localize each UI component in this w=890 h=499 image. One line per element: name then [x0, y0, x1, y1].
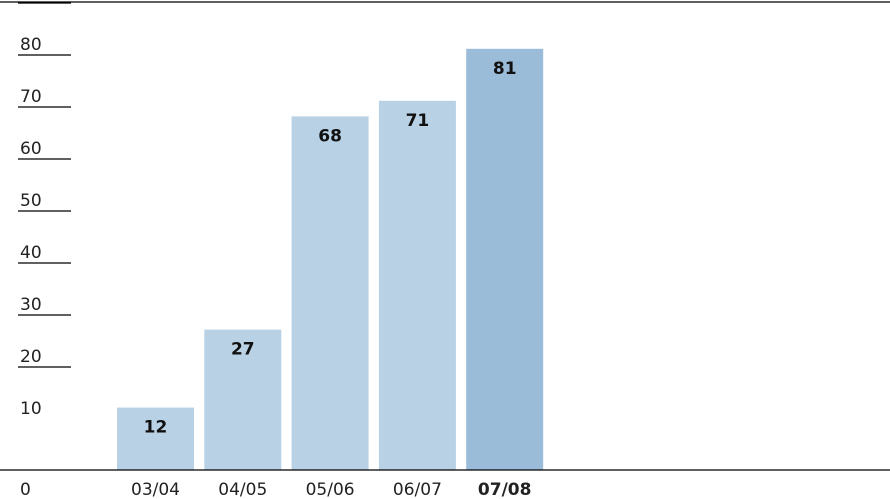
x-tick-label: 04/05 — [218, 480, 267, 499]
y-tick-label: 40 — [20, 243, 42, 263]
bars: 12 27 68 71 81 — [117, 48, 544, 471]
y-tick-label: 60 — [20, 139, 42, 159]
x-tick-label: 03/04 — [131, 480, 180, 499]
y-tick-label: 80 — [20, 35, 42, 55]
x-axis: 03/04 04/05 05/06 06/07 07/08 — [131, 480, 531, 499]
y-tick-label: 90 — [20, 0, 42, 3]
bar-07-08 — [466, 48, 544, 471]
x-tick-label: 05/06 — [306, 480, 355, 499]
bar-value-label: 68 — [318, 126, 342, 146]
bar-value-label: 71 — [406, 111, 430, 131]
y-axis: 0 10 20 30 40 50 60 70 80 90 — [18, 0, 71, 499]
y-tick-label: 70 — [20, 87, 42, 107]
bar-04-05 — [204, 329, 282, 470]
y-tick-label: 50 — [20, 191, 42, 211]
bar-06-07 — [378, 100, 456, 471]
bar-value-label: 27 — [231, 340, 255, 360]
y-tick-label: 30 — [20, 295, 42, 315]
bar-03-04 — [117, 407, 194, 470]
y-tick-label: 20 — [20, 347, 42, 367]
x-tick-label: 06/07 — [393, 480, 442, 499]
bar-05-06 — [291, 116, 369, 471]
y-tick-label: 10 — [20, 399, 42, 419]
y-tick-label: 0 — [20, 480, 31, 499]
bar-value-label: 12 — [144, 418, 168, 438]
bar-value-label: 81 — [493, 59, 517, 79]
x-tick-label: 07/08 — [478, 480, 532, 499]
